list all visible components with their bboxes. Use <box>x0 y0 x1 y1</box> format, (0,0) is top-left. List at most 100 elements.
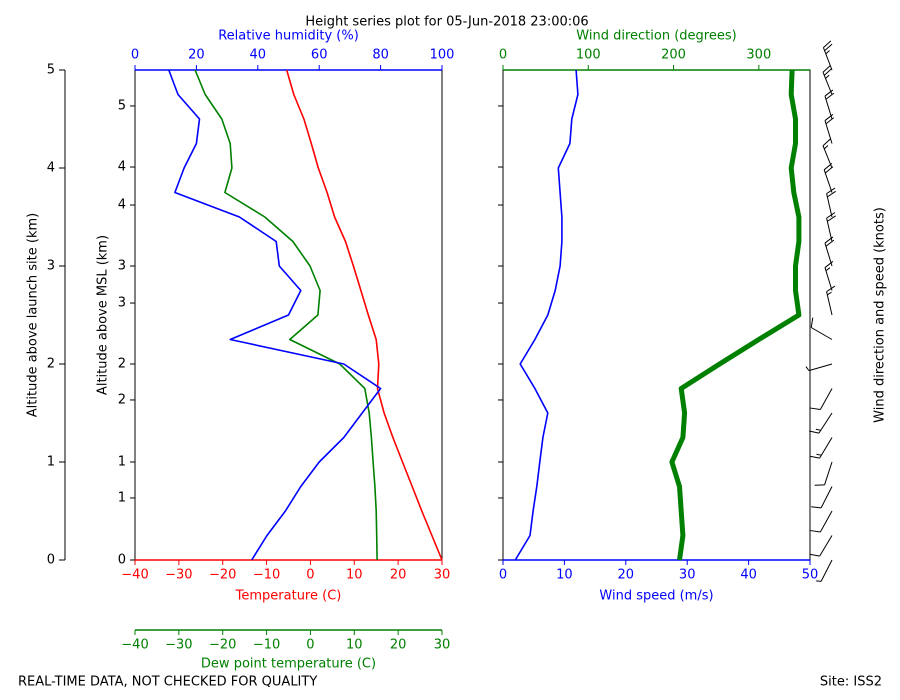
barb-stroke <box>824 261 834 268</box>
barb-stroke <box>822 72 833 95</box>
barb-stroke <box>826 187 836 195</box>
wind-barb <box>809 535 833 557</box>
y-tick-label: 5 <box>118 98 126 113</box>
site-label: Site: ISS2 <box>820 675 882 690</box>
barb-stroke <box>823 40 832 48</box>
x-tick-label: 30 <box>679 568 696 583</box>
x-tick-label: 0 <box>306 568 314 583</box>
x-tick-label: 20 <box>390 638 407 653</box>
axis-label: Wind speed (m/s) <box>599 589 713 604</box>
barb-stroke <box>825 239 835 247</box>
barb-stroke <box>825 267 831 272</box>
y-tick-label: 2 <box>47 357 55 372</box>
axis-label: Temperature (C) <box>235 589 342 604</box>
barb-stroke <box>824 89 834 97</box>
x-tick-label: 0 <box>499 48 507 63</box>
barb-stroke <box>825 74 830 79</box>
x-tick-label: −40 <box>121 638 148 653</box>
y-tick-label: 1 <box>118 490 126 505</box>
wind-barb <box>822 40 833 71</box>
barb-stroke <box>808 363 833 372</box>
barb-stroke <box>816 453 822 456</box>
axis-label: Dew point temperature (C) <box>201 657 376 672</box>
barb-stroke <box>824 95 833 120</box>
barb-stroke <box>824 461 833 485</box>
y-tick-label: 0 <box>47 553 55 568</box>
wind-barb <box>826 212 836 242</box>
barb-stroke <box>825 117 835 125</box>
barb-stroke <box>811 506 822 509</box>
barb-stroke <box>826 212 836 219</box>
y-tick-label: 3 <box>118 259 126 274</box>
barb-stroke <box>826 291 833 316</box>
y-tick-label: 0 <box>118 553 126 568</box>
wind-barb <box>814 461 833 486</box>
barb-stroke <box>819 510 833 533</box>
barb-stroke <box>825 50 830 55</box>
y-tick-label: 1 <box>47 455 55 470</box>
y-tick-label: 3 <box>118 296 126 311</box>
x-tick-label: 10 <box>346 568 363 583</box>
barb-stroke <box>805 366 810 371</box>
data-line <box>514 69 579 561</box>
x-tick-label: −20 <box>209 638 236 653</box>
data-line <box>168 69 382 561</box>
x-tick-label: 40 <box>740 568 757 583</box>
barb-stroke <box>825 92 835 100</box>
data-line <box>669 69 802 561</box>
wind-barb <box>810 388 833 410</box>
axis-label: Wind direction (degrees) <box>576 29 736 44</box>
barb-stroke <box>826 193 833 218</box>
x-tick-label: −30 <box>165 568 192 583</box>
y-tick-label: 4 <box>47 161 55 176</box>
data-line <box>194 69 378 561</box>
x-tick-label: 20 <box>390 568 407 583</box>
wind-barb <box>826 285 836 316</box>
x-tick-label: 0 <box>499 568 507 583</box>
wind-barb <box>822 138 833 169</box>
barb-stroke <box>822 138 831 147</box>
x-tick-label: −20 <box>209 568 236 583</box>
barb-stroke <box>819 437 833 459</box>
x-tick-label: 40 <box>250 48 267 63</box>
barb-stroke <box>820 486 833 509</box>
barb-stroke <box>823 169 833 193</box>
x-tick-label: 10 <box>346 638 363 653</box>
barb-stroke <box>809 553 820 557</box>
barb-stroke <box>819 535 833 557</box>
barb-stroke <box>824 114 834 121</box>
wind-barb <box>816 559 833 582</box>
x-tick-label: 200 <box>661 48 686 63</box>
wind-barb <box>810 510 833 533</box>
chart-title: Height series plot for 05-Jun-2018 23:00… <box>305 15 588 30</box>
wind-barb <box>824 89 835 120</box>
barb-stroke <box>827 190 836 198</box>
axis-label: Altitude above MSL (km) <box>96 235 111 395</box>
axis-label: Wind direction and speed (knots) <box>873 207 888 423</box>
barb-stroke <box>810 530 821 533</box>
x-tick-label: 300 <box>746 48 771 63</box>
barb-stroke <box>827 291 832 296</box>
barb-stroke <box>827 215 836 222</box>
barb-stroke <box>824 120 833 144</box>
y-tick-label: 1 <box>118 455 126 470</box>
wind-barb <box>822 65 833 95</box>
x-tick-label: −10 <box>253 638 280 653</box>
y-tick-label: 4 <box>118 198 126 213</box>
barb-stroke <box>816 580 822 582</box>
x-tick-label: 20 <box>618 568 635 583</box>
x-tick-label: −10 <box>253 568 280 583</box>
x-tick-label: 20 <box>188 48 205 63</box>
x-tick-label: 60 <box>311 48 328 63</box>
barb-stroke <box>810 407 821 410</box>
wind-barb <box>805 363 833 372</box>
barb-stroke <box>818 412 833 434</box>
wind-barb <box>810 317 833 340</box>
barb-stroke <box>815 428 821 431</box>
axis-label: Relative humidity (%) <box>218 29 359 44</box>
x-tick-label: 0 <box>131 48 139 63</box>
barb-stroke <box>824 242 833 267</box>
barb-stroke <box>809 430 820 434</box>
barb-stroke <box>823 68 832 76</box>
